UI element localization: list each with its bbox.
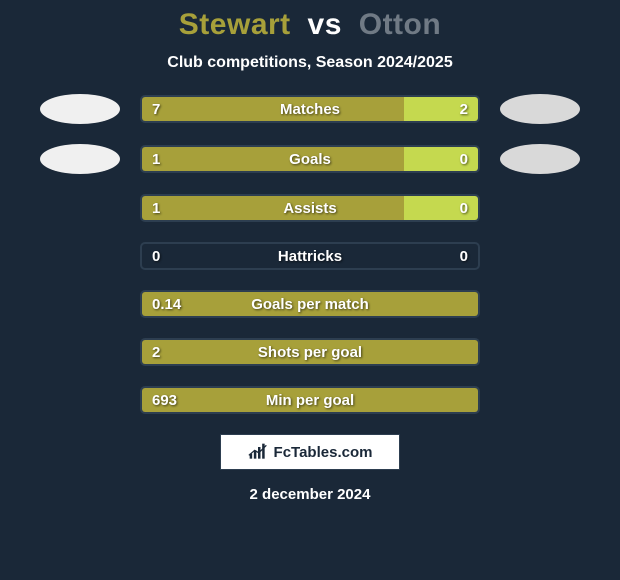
stat-label: Hattricks bbox=[142, 244, 478, 268]
stat-bar: Min per goal693 bbox=[140, 386, 480, 414]
bar-left-segment bbox=[142, 388, 478, 412]
vs-separator: vs bbox=[308, 8, 342, 41]
stat-bar: Assists10 bbox=[140, 194, 480, 222]
stat-bar: Matches72 bbox=[140, 95, 480, 123]
comparison-title: Stewart vs Otton bbox=[0, 0, 620, 42]
bar-left-segment bbox=[142, 97, 404, 121]
stat-value-left: 0 bbox=[142, 244, 170, 268]
bar-left-segment bbox=[142, 340, 478, 364]
stat-bar: Shots per goal2 bbox=[140, 338, 480, 366]
date-line: 2 december 2024 bbox=[0, 486, 620, 503]
stat-row: Goals per match0.14 bbox=[0, 290, 620, 318]
subtitle: Club competitions, Season 2024/2025 bbox=[0, 54, 620, 72]
bar-left-segment bbox=[142, 196, 404, 220]
stat-row: Hattricks0 0 bbox=[0, 242, 620, 270]
stat-bar: Goals per match0.14 bbox=[140, 290, 480, 318]
stat-row: Matches72 bbox=[0, 94, 620, 124]
chart-icon bbox=[248, 443, 268, 461]
player2-badge bbox=[500, 94, 580, 124]
brand-badge: FcTables.com bbox=[220, 434, 400, 470]
bar-right-segment bbox=[404, 196, 478, 220]
player2-badge bbox=[500, 144, 580, 174]
stat-value-right: 0 bbox=[450, 244, 478, 268]
player1-badge bbox=[40, 94, 120, 124]
bar-left-segment bbox=[142, 147, 404, 171]
stat-bar: Goals10 bbox=[140, 145, 480, 173]
player1-name: Stewart bbox=[179, 8, 291, 41]
player1-badge bbox=[40, 144, 120, 174]
stat-row: Assists10 bbox=[0, 194, 620, 222]
bar-right-segment bbox=[404, 97, 478, 121]
player2-name: Otton bbox=[359, 8, 441, 41]
bar-left-segment bbox=[142, 292, 478, 316]
stat-rows-container: Matches72 Goals10 Assists10 Hattricks0 0 Goal… bbox=[0, 94, 620, 414]
bar-right-segment bbox=[404, 147, 478, 171]
brand-text: FcTables.com bbox=[274, 444, 373, 461]
stat-row: Min per goal693 bbox=[0, 386, 620, 414]
stat-row: Goals10 bbox=[0, 144, 620, 174]
stat-row: Shots per goal2 bbox=[0, 338, 620, 366]
stat-bar: Hattricks0 0 bbox=[140, 242, 480, 270]
